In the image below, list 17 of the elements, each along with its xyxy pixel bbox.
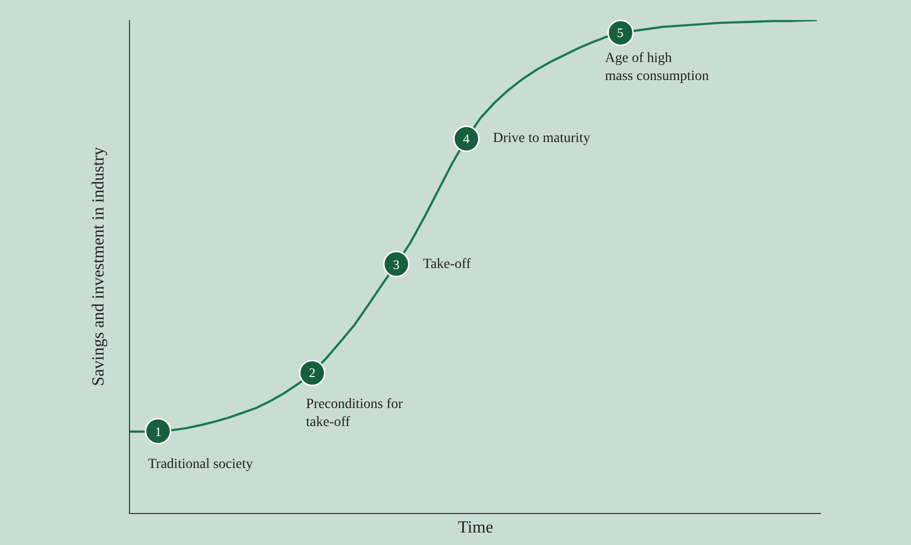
point [144,418,172,444]
annotation: Drive to maturity [493,131,590,146]
annotation: Age of high mass consumption [605,51,709,84]
annotation: Preconditions for take-off [306,397,404,430]
annotation: 2 [309,365,316,380]
annotation: 5 [617,25,624,40]
annotation: 4 [463,131,470,146]
annotation: 3 [393,257,400,272]
point [298,360,326,386]
y-axis-title: Savings and investment in industry [88,146,108,386]
annotation: Take-off [423,257,472,272]
point [607,20,634,46]
x-axis-title: Time [458,517,494,536]
point [453,126,480,152]
annotation: Traditional society [148,457,253,472]
point [383,250,410,278]
annotation: 1 [155,424,162,439]
